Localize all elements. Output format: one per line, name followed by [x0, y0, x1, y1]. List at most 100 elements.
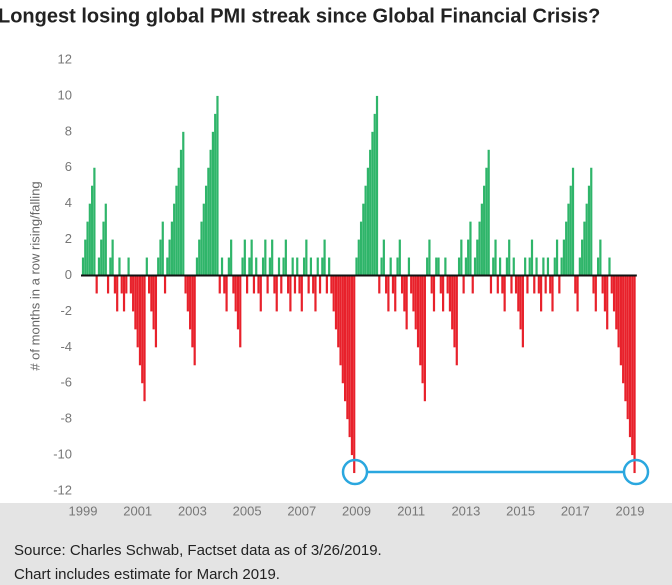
bar	[612, 275, 616, 312]
y-tick-label: -4	[60, 339, 72, 354]
bar	[416, 275, 420, 348]
bar	[382, 239, 385, 276]
bar	[412, 275, 415, 312]
bar	[239, 275, 242, 348]
bar	[569, 185, 572, 276]
bar	[512, 257, 515, 276]
bar	[389, 257, 392, 276]
bar	[526, 275, 529, 294]
bar	[341, 275, 344, 384]
bar	[583, 221, 586, 276]
bar	[182, 131, 185, 276]
bar	[453, 275, 456, 348]
bar	[528, 257, 531, 276]
bar	[318, 275, 322, 294]
bar	[166, 257, 169, 276]
bar	[277, 257, 281, 276]
bar	[232, 275, 235, 294]
bar	[362, 203, 365, 276]
y-tick-label: 10	[58, 87, 72, 102]
y-tick-label: 8	[65, 123, 72, 138]
bar	[617, 275, 620, 348]
bar	[145, 257, 148, 276]
bar	[298, 275, 301, 294]
bar	[236, 275, 240, 330]
bar	[207, 167, 210, 276]
bar	[492, 257, 495, 276]
bar	[448, 275, 452, 312]
bar	[346, 275, 349, 420]
bar	[227, 257, 230, 276]
bar	[195, 257, 199, 276]
bar	[157, 257, 160, 276]
bar	[173, 203, 176, 276]
bar	[198, 239, 201, 276]
bar	[257, 275, 260, 294]
x-tick-label: 2001	[123, 503, 152, 518]
bar	[86, 221, 89, 276]
bar	[542, 257, 545, 276]
bar	[435, 257, 438, 276]
bar	[191, 275, 194, 348]
bar	[407, 257, 411, 276]
bar	[81, 257, 85, 276]
bar	[225, 275, 228, 312]
y-tick-label: -10	[53, 447, 72, 462]
bar	[289, 275, 292, 312]
bar	[186, 275, 189, 312]
bar	[590, 167, 593, 276]
x-tick-label: 2011	[397, 503, 425, 518]
x-tick-label: 2019	[616, 503, 645, 518]
bar	[141, 275, 144, 384]
x-tick-label: 2009	[342, 503, 371, 518]
bar	[432, 275, 436, 312]
bar	[508, 239, 511, 276]
footer-band	[0, 503, 672, 585]
bar	[626, 275, 629, 420]
bar	[592, 275, 595, 294]
bar	[410, 275, 413, 294]
bar	[533, 275, 536, 294]
bar	[189, 275, 192, 330]
bar	[535, 257, 538, 276]
bar	[161, 221, 164, 276]
bar	[628, 275, 632, 438]
bar	[184, 275, 187, 294]
bar	[138, 275, 142, 366]
bar	[519, 275, 522, 330]
bar	[284, 239, 287, 276]
bar	[248, 257, 251, 276]
bar	[369, 149, 372, 276]
bar	[282, 257, 285, 276]
bar	[305, 239, 308, 276]
x-tick-label: 2005	[233, 503, 262, 518]
bar	[391, 275, 395, 294]
x-tick-label: 2017	[561, 503, 590, 518]
bar	[314, 275, 317, 312]
bar	[364, 185, 367, 276]
bar	[307, 275, 310, 294]
bar	[175, 185, 178, 276]
bar	[396, 257, 399, 276]
bar	[280, 275, 283, 294]
bar	[143, 275, 146, 402]
bar	[394, 275, 397, 312]
bar	[302, 257, 306, 276]
source-note: Source: Charles Schwab, Factset data as …	[14, 542, 382, 559]
bar	[558, 275, 561, 294]
bar	[487, 149, 490, 276]
bar	[503, 275, 506, 312]
bar	[204, 185, 208, 276]
highlight-circle	[622, 458, 650, 486]
bar	[134, 275, 137, 330]
bar	[587, 185, 591, 276]
bar	[581, 239, 584, 276]
bar	[373, 113, 376, 276]
bar	[109, 257, 112, 276]
bar	[316, 257, 319, 276]
bar	[387, 275, 390, 312]
bar	[403, 275, 406, 312]
bar	[296, 257, 299, 276]
bar	[601, 275, 604, 294]
